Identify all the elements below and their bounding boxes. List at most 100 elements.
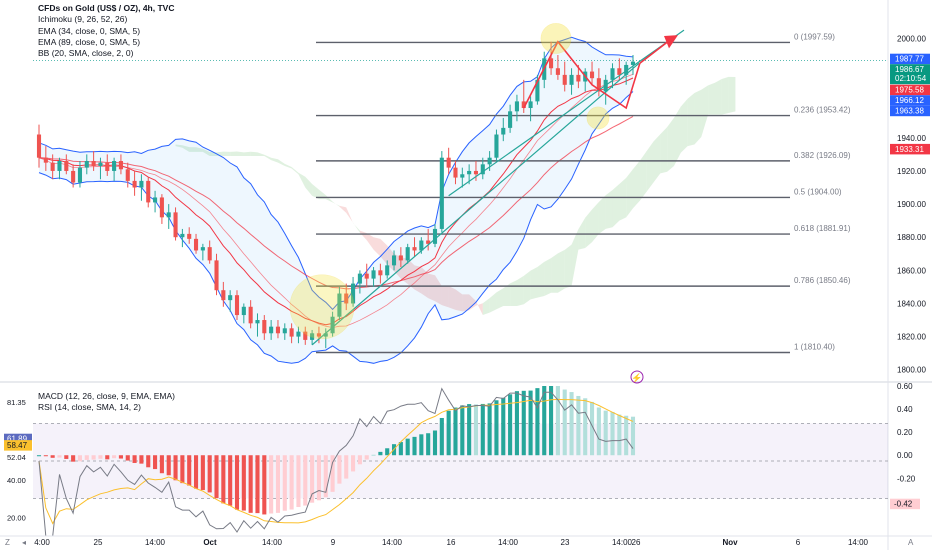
cloud-segment — [482, 298, 490, 316]
macd-bar — [603, 410, 608, 456]
macd-bar — [187, 455, 192, 486]
bb-upper — [38, 36, 634, 311]
candle-body — [310, 333, 315, 340]
macd-label[interactable]: MACD (12, 26, close, 9, EMA, EMA) — [38, 391, 175, 401]
ema89-line — [38, 115, 634, 290]
time-tick: 4:00 — [34, 538, 50, 547]
candle — [132, 170, 137, 196]
candle — [562, 61, 567, 92]
price-axis: 2000.001980.001940.001920.001900.001880.… — [890, 34, 930, 375]
cloud-segment — [728, 76, 736, 113]
candle — [125, 162, 130, 188]
cloud-segment — [680, 98, 688, 153]
candle — [159, 194, 164, 224]
candle — [289, 323, 294, 344]
rsi-label[interactable]: RSI (14, close, SMA, 14, 2) — [38, 402, 141, 412]
candle-body — [241, 306, 246, 316]
cloud-segment — [277, 159, 285, 166]
cloud-segment — [455, 289, 463, 312]
candle — [398, 247, 403, 268]
candle — [391, 250, 397, 271]
oscillator-legend: MACD (12, 26, close, 9, EMA, EMA) RSI (1… — [38, 391, 175, 413]
macd-bar — [467, 404, 472, 456]
macd-bar — [228, 455, 233, 506]
macd-bar — [180, 455, 185, 484]
price-tick: 1920.00 — [897, 167, 926, 176]
candle — [187, 227, 192, 244]
time-tick: 23 — [561, 538, 570, 547]
time-axis: 4:00 25 14:00 Oct 14:00 9 14:00 16 14:00 23 14:00 2… — [0, 535, 932, 547]
macd-bar — [398, 442, 403, 456]
price-tick: 2000.00 — [897, 34, 926, 43]
macd-bar — [248, 455, 253, 513]
candle — [173, 207, 178, 241]
candle-body — [296, 331, 301, 337]
ichimoku-label[interactable]: Ichimoku (9, 26, 52, 26) — [38, 14, 128, 25]
candle — [412, 237, 417, 258]
rsi-line — [38, 387, 634, 537]
macd-bar — [112, 455, 117, 459]
macd-bar — [617, 414, 622, 456]
trend-line — [311, 62, 640, 346]
cloud-segment — [237, 151, 244, 157]
cloud-segment — [475, 300, 483, 316]
candle — [385, 260, 390, 279]
candle — [378, 263, 383, 284]
macd-bar — [555, 386, 560, 456]
price-label-box — [890, 143, 930, 155]
candle — [234, 290, 240, 321]
symbol-title[interactable]: CFDs on Gold (US$ / OZ), 4h, TVC — [38, 3, 175, 13]
cloud-segment — [298, 172, 306, 188]
macd-bar — [105, 455, 110, 460]
candle-body — [330, 316, 335, 334]
cloud-segment — [516, 275, 524, 306]
candle — [146, 177, 151, 208]
bb-label[interactable]: BB (20, SMA, close, 2, 0) — [38, 48, 134, 59]
candle-body — [118, 161, 123, 170]
candle-body — [282, 328, 287, 334]
time-tick: Nov — [722, 538, 738, 547]
candle-body — [187, 233, 192, 239]
candle — [480, 157, 485, 180]
macd-bar — [480, 403, 485, 456]
price-label: 1933.31 — [895, 145, 924, 154]
price-label: 1987.77 — [895, 55, 924, 64]
cloud-segment — [325, 195, 333, 203]
ema89-label[interactable]: EMA (89, close, 0, SMA, 5) — [38, 36, 141, 47]
candle-body — [364, 273, 369, 279]
macd-bar — [234, 455, 240, 510]
macd-bar — [84, 455, 89, 460]
macd-bar — [371, 454, 376, 456]
cloud-segment — [243, 151, 251, 157]
macd-tick: 0.40 — [897, 405, 913, 414]
cloud-segment — [571, 229, 579, 287]
candle-body — [36, 134, 42, 158]
cloud-segment — [305, 176, 313, 196]
cloud-segment — [544, 258, 552, 297]
macd-bar — [98, 455, 103, 459]
candle — [105, 154, 110, 176]
rsi-value-label: 61.89 — [7, 435, 28, 444]
cloud-segment — [284, 163, 292, 169]
candle — [91, 151, 96, 171]
cloud-segment — [196, 147, 203, 152]
cloud-segment — [687, 93, 695, 147]
ema34-label[interactable]: EMA (34, close, 0, SMA, 5) — [38, 25, 141, 36]
candle-body — [351, 283, 356, 304]
candle-body — [146, 180, 151, 203]
cloud-segment — [660, 127, 668, 174]
rsi-label-box — [4, 433, 32, 445]
macd-bar — [118, 455, 123, 459]
candle-body — [105, 162, 110, 171]
candle — [282, 323, 287, 340]
candle — [344, 283, 349, 311]
macd-bar — [514, 391, 519, 456]
candle-body — [275, 326, 281, 334]
candle — [71, 164, 76, 188]
cloud-segment — [407, 258, 415, 290]
zoom-icon: Z — [5, 538, 10, 547]
candle-body — [432, 228, 438, 244]
candle — [207, 240, 212, 264]
